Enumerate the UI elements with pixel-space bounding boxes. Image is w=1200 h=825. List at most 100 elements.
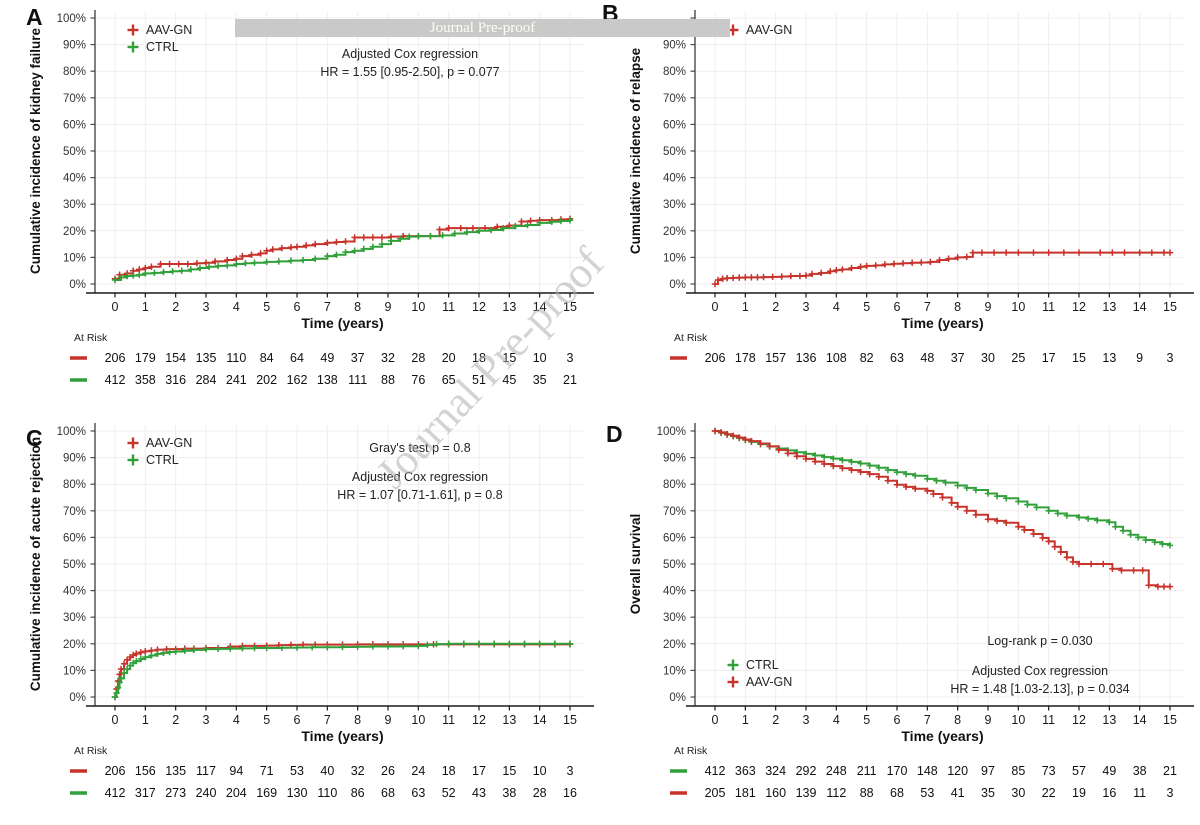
at-risk-count: 248 bbox=[826, 764, 847, 778]
at-risk-count: 205 bbox=[705, 786, 726, 800]
svg-text:14: 14 bbox=[1133, 300, 1147, 314]
svg-text:1: 1 bbox=[742, 300, 749, 314]
annotations: Gray's test p = 0.8 Adjusted Cox regressi… bbox=[337, 441, 502, 502]
at-risk-count: 412 bbox=[105, 786, 126, 800]
at-risk-count: 110 bbox=[317, 786, 337, 800]
at-risk-count: 24 bbox=[411, 764, 425, 778]
annotations: Adjusted Cox regression HR = 1.55 [0.95-2… bbox=[320, 47, 499, 79]
svg-text:7: 7 bbox=[324, 300, 331, 314]
svg-text:3: 3 bbox=[203, 713, 210, 727]
svg-text:15: 15 bbox=[563, 300, 577, 314]
svg-text:0%: 0% bbox=[69, 692, 86, 704]
svg-text:40%: 40% bbox=[63, 173, 86, 185]
at-risk-count: 412 bbox=[705, 764, 726, 778]
at-risk-count: 16 bbox=[1102, 786, 1116, 800]
svg-text:7: 7 bbox=[924, 713, 931, 727]
stat-annotation: HR = 1.07 [0.71-1.61], p = 0.8 bbox=[337, 488, 502, 502]
svg-text:Time (years): Time (years) bbox=[301, 728, 383, 744]
at-risk-count: 120 bbox=[947, 764, 968, 778]
at-risk-count: 26 bbox=[381, 764, 395, 778]
at-risk-count: 19 bbox=[1072, 786, 1086, 800]
at-risk-count: 284 bbox=[196, 373, 217, 387]
at-risk-count: 94 bbox=[229, 764, 243, 778]
at-risk-count: 86 bbox=[351, 786, 365, 800]
at-risk-count: 241 bbox=[226, 373, 247, 387]
panel-a-letter: A bbox=[26, 4, 43, 30]
at-risk-count: 160 bbox=[765, 786, 786, 800]
svg-text:100%: 100% bbox=[57, 426, 86, 438]
at-risk-count: 76 bbox=[411, 373, 425, 387]
at-risk-count: 16 bbox=[563, 786, 577, 800]
at-risk-count: 169 bbox=[256, 786, 277, 800]
stat-annotation: HR = 1.55 [0.95-2.50], p = 0.077 bbox=[320, 65, 499, 79]
svg-text:13: 13 bbox=[1102, 300, 1116, 314]
svg-text:10: 10 bbox=[411, 300, 425, 314]
at-risk-count: 3 bbox=[1167, 786, 1174, 800]
at-risk-count: 71 bbox=[260, 764, 274, 778]
at-risk-count: 157 bbox=[765, 351, 786, 365]
at-risk-count: 49 bbox=[1102, 764, 1116, 778]
svg-text:90%: 90% bbox=[663, 453, 686, 465]
at-risk-count: 43 bbox=[472, 786, 486, 800]
panel-c-letter: C bbox=[26, 425, 43, 451]
at-risk-count: 28 bbox=[411, 351, 425, 365]
at-risk-count: 11 bbox=[1133, 786, 1146, 800]
at-risk-count: 53 bbox=[290, 764, 304, 778]
at-risk-count: 84 bbox=[260, 351, 274, 365]
at-risk-count: 17 bbox=[472, 764, 486, 778]
at-risk-count: 30 bbox=[981, 351, 995, 365]
svg-text:50%: 50% bbox=[63, 559, 86, 571]
svg-text:13: 13 bbox=[502, 300, 516, 314]
at-risk-count: 179 bbox=[135, 351, 156, 365]
panel-d-letter: D bbox=[606, 421, 623, 447]
at-risk-count: 32 bbox=[351, 764, 365, 778]
at-risk-label: At Risk bbox=[674, 332, 708, 344]
svg-text:20%: 20% bbox=[663, 639, 686, 651]
svg-text:14: 14 bbox=[533, 300, 547, 314]
svg-text:2: 2 bbox=[772, 713, 779, 727]
svg-text:5: 5 bbox=[263, 300, 270, 314]
at-risk-count: 211 bbox=[857, 764, 877, 778]
svg-text:90%: 90% bbox=[63, 453, 86, 465]
legend-label: CTRL bbox=[146, 40, 179, 54]
svg-text:0%: 0% bbox=[669, 692, 686, 704]
legend-label: CTRL bbox=[746, 658, 779, 672]
svg-text:Cumulative incidence of relaps: Cumulative incidence of relapse bbox=[628, 47, 643, 254]
at-risk-count: 30 bbox=[1011, 786, 1025, 800]
gridlines bbox=[95, 425, 585, 705]
svg-text:9: 9 bbox=[985, 713, 992, 727]
legend-label: AAV-GN bbox=[146, 23, 192, 37]
series-AAV-GN bbox=[711, 249, 1174, 288]
svg-text:4: 4 bbox=[233, 713, 240, 727]
at-risk-count: 28 bbox=[533, 786, 547, 800]
svg-text:12: 12 bbox=[472, 300, 486, 314]
panel-c: 0% 10% 20% 30% 40% 50% 60% 70% 80% 90% 100% 0 1 2 3 4 5 6… bbox=[0, 413, 600, 825]
at-risk-count: 35 bbox=[981, 786, 995, 800]
svg-text:4: 4 bbox=[233, 300, 240, 314]
svg-text:5: 5 bbox=[863, 713, 870, 727]
at-risk-label: At Risk bbox=[674, 745, 708, 757]
at-risk-count: 10 bbox=[533, 764, 547, 778]
stat-annotation: HR = 1.48 [1.03-2.13], p = 0.034 bbox=[950, 682, 1129, 696]
at-risk-count: 156 bbox=[135, 764, 156, 778]
at-risk-count: 15 bbox=[1072, 351, 1086, 365]
svg-text:15: 15 bbox=[1163, 300, 1177, 314]
at-risk-count: 10 bbox=[533, 351, 547, 365]
at-risk-table: At Risk 206 156 135 117 94 71 53 40 32 26 24 18 17 15 1… bbox=[70, 745, 577, 800]
at-risk-count: 48 bbox=[920, 351, 934, 365]
svg-text:3: 3 bbox=[203, 300, 210, 314]
svg-text:13: 13 bbox=[1102, 713, 1116, 727]
at-risk-count: 135 bbox=[196, 351, 217, 365]
svg-text:15: 15 bbox=[563, 713, 577, 727]
svg-text:12: 12 bbox=[1072, 713, 1086, 727]
axes: 0%10%20%30%40%50%60%70%80%90%0 1 2 3 4 5 6 7 8 9 1… bbox=[628, 10, 1194, 331]
at-risk-count: 317 bbox=[135, 786, 156, 800]
at-risk-count: 63 bbox=[890, 351, 904, 365]
at-risk-count: 18 bbox=[442, 764, 456, 778]
at-risk-count: 324 bbox=[765, 764, 786, 778]
svg-text:1: 1 bbox=[742, 713, 749, 727]
at-risk-count: 112 bbox=[826, 786, 846, 800]
svg-text:70%: 70% bbox=[63, 506, 86, 518]
svg-text:90%: 90% bbox=[663, 40, 686, 52]
at-risk-count: 117 bbox=[196, 764, 216, 778]
